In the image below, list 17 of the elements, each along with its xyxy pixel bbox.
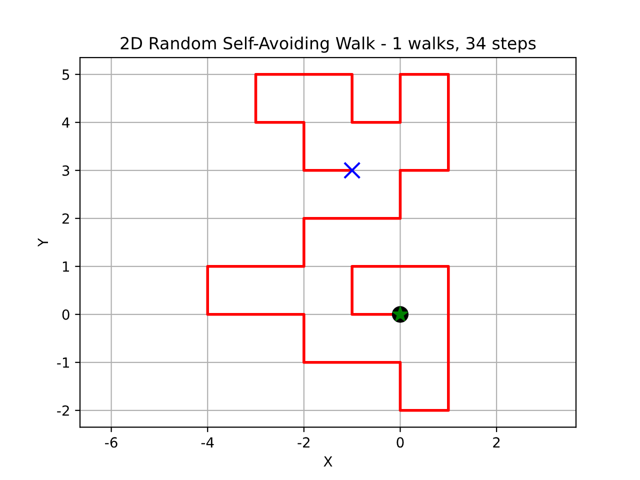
y-tick-label: 2	[62, 213, 69, 224]
x-tick-label: 0	[396, 437, 404, 448]
line-series	[206, 73, 450, 412]
y-tick-label: 5	[62, 70, 70, 80]
x-tick-label: -6	[105, 437, 118, 448]
y-tick-label: 4	[62, 118, 70, 128]
y-tick-label: 3	[62, 165, 70, 176]
y-tick-label: -2	[57, 405, 69, 416]
chart-title: 2D Random Self-Avoiding Walk - 1 walks, 34 steps	[120, 36, 536, 53]
x-tick-label: 2	[493, 437, 500, 448]
x-tick-label: -2	[298, 437, 310, 448]
y-axis-title: Y	[38, 238, 48, 247]
x-tick-label: -4	[201, 437, 214, 448]
y-tick-label: 0	[62, 309, 70, 320]
x-axis-title: X	[324, 456, 332, 466]
y-tick-label: 1	[62, 262, 69, 272]
y-tick-label: -1	[57, 358, 69, 368]
